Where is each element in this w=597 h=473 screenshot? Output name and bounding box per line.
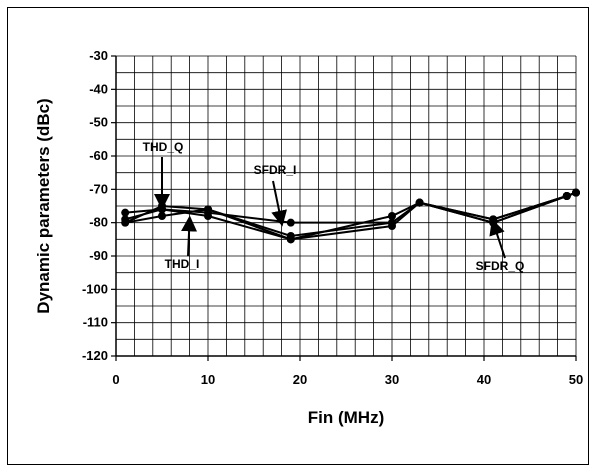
y-tick-label: -30 xyxy=(89,48,108,63)
tick-labels: -30 -40 -50 -60 -70 -80 -90 -100 -110 -120 0 10 20 30… xyxy=(82,48,583,387)
data-point xyxy=(415,198,424,207)
y-tick-label: -100 xyxy=(82,281,108,296)
annotation-arrow xyxy=(271,180,288,227)
y-tick-label: -50 xyxy=(89,115,108,130)
x-tick-label: 40 xyxy=(477,372,491,387)
x-tick-label: 50 xyxy=(569,372,583,387)
y-tick-label: -40 xyxy=(89,81,108,96)
data-point xyxy=(388,218,396,227)
annotation-label-thd-i: THD_I xyxy=(165,257,200,271)
data-point xyxy=(286,218,295,227)
y-tick-label: -70 xyxy=(89,181,108,196)
data-point xyxy=(489,215,498,224)
series-group xyxy=(121,188,580,244)
y-tick-label: -120 xyxy=(82,348,108,363)
x-tick-label: 10 xyxy=(201,372,215,387)
data-point xyxy=(121,218,130,227)
x-tick-label: 0 xyxy=(112,372,119,387)
data-point xyxy=(204,205,212,214)
annotation-label-sfdr-q: SFDR_Q xyxy=(476,259,525,273)
y-axis-title: Dynamic parameters (dBc) xyxy=(34,98,53,313)
y-tick-label: -110 xyxy=(83,315,108,330)
annotation-label-sfdr-i: SFDR_I xyxy=(254,163,297,177)
data-point xyxy=(562,192,571,200)
annotation-arrow xyxy=(489,218,506,259)
x-tick-label: 20 xyxy=(293,372,307,387)
data-point xyxy=(158,212,166,220)
data-point xyxy=(572,188,580,197)
y-tick-label: -90 xyxy=(89,248,108,263)
data-point xyxy=(286,235,295,244)
y-tick-label: -60 xyxy=(89,148,108,163)
x-tick-label: 30 xyxy=(385,372,399,387)
series-line-thd-i xyxy=(124,191,577,241)
x-axis-title: Fin (MHz) xyxy=(308,408,384,427)
annotation-arrow xyxy=(181,215,198,257)
annotation-label-thd-q: THD_Q xyxy=(143,140,184,154)
data-point xyxy=(388,212,396,220)
annotations: THD_Q THD_I SFDR_I SFDR_Q xyxy=(143,140,525,273)
y-tick-label: -80 xyxy=(89,215,108,230)
chart-frame xyxy=(7,7,589,465)
data-point xyxy=(121,208,130,217)
grid xyxy=(115,55,577,357)
